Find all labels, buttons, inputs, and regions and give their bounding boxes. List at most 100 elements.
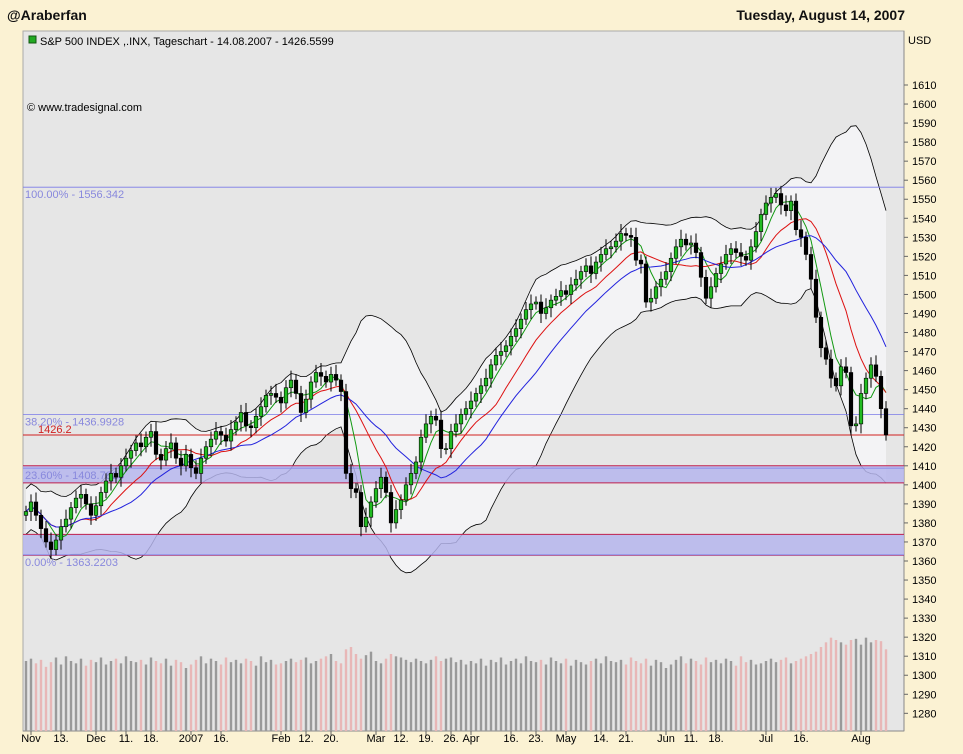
volume-bar (739, 656, 743, 731)
candle-body (568, 284, 574, 295)
volume-bar (579, 662, 583, 731)
y-tick-label: 1400 (912, 480, 936, 492)
volume-bar (514, 658, 518, 731)
candle-body (158, 454, 164, 461)
y-tick-label: 1520 (912, 251, 936, 263)
x-tick-label: 13. (53, 733, 68, 745)
volume-bar (394, 656, 398, 731)
candle-body (778, 193, 784, 206)
volume-bar (444, 658, 448, 731)
x-tick-label: Apr (462, 733, 479, 745)
candle-body (603, 248, 609, 255)
candle-body (333, 374, 339, 381)
volume-bar (729, 661, 733, 731)
candle-body (148, 431, 154, 438)
volume-bar (504, 664, 508, 731)
volume-bar (574, 659, 578, 731)
candle-body (658, 278, 664, 288)
candle-body (78, 494, 84, 499)
x-tick-label: 11. (684, 733, 698, 745)
candle-body (498, 351, 504, 356)
volume-bar (489, 659, 493, 731)
x-tick-label: 18. (143, 733, 158, 745)
candle-body (833, 377, 839, 387)
y-tick-label: 1300 (912, 670, 936, 682)
y-axis-panel (904, 31, 962, 731)
candle-body (288, 379, 294, 389)
fib-label: 38.20% - 1436.9928 (25, 416, 124, 428)
candle-body (878, 376, 884, 409)
volume-bar (229, 662, 233, 731)
volume-bar (179, 662, 183, 731)
candle-body (398, 499, 404, 510)
candle-body (63, 518, 69, 528)
candle-body (453, 423, 459, 432)
candle-body (108, 473, 114, 482)
x-tick-label: 18. (708, 733, 723, 745)
volume-bar (664, 668, 668, 731)
volume-bar (54, 657, 58, 731)
candle-body (858, 393, 864, 425)
candle-body (138, 442, 144, 448)
volume-bar (24, 661, 28, 731)
volume-bar (324, 656, 328, 731)
volume-bar (69, 661, 73, 731)
volume-bar (299, 659, 303, 731)
x-tick-label: 23. (528, 733, 543, 745)
candle-body (423, 423, 429, 438)
volume-bar (129, 661, 133, 731)
candle-body (348, 473, 354, 489)
volume-bar (279, 663, 283, 731)
candle-body (198, 457, 204, 474)
volume-bar (804, 656, 808, 731)
candle-body (183, 454, 189, 467)
volume-bar (799, 658, 803, 731)
volume-bar (674, 659, 678, 731)
candle-body (273, 393, 279, 398)
volume-bar (119, 663, 123, 731)
y-tick-label: 1420 (912, 442, 936, 454)
volume-bar (109, 661, 113, 731)
volume-bar (684, 663, 688, 731)
candle-body (473, 393, 479, 402)
candle-body (783, 204, 789, 211)
candle-body (578, 271, 584, 280)
volume-bar (359, 658, 363, 731)
x-tick-label: 12. (298, 733, 313, 745)
candle-body (623, 233, 629, 236)
candle-body (463, 408, 469, 415)
candle-body (848, 372, 854, 427)
volume-bar (209, 658, 213, 731)
candle-body (523, 309, 529, 320)
y-tick-label: 1480 (912, 328, 936, 340)
volume-bar (694, 661, 698, 731)
candle-body (688, 242, 694, 246)
support-zone (23, 465, 904, 483)
y-tick-label: 1550 (912, 194, 936, 206)
candle-body (703, 277, 709, 299)
candle-body (68, 507, 74, 520)
volume-bar (259, 656, 263, 731)
candle-body (733, 248, 739, 253)
volume-bar (744, 662, 748, 731)
volume-bar (349, 647, 353, 731)
fib-label: 100.00% - 1556.342 (25, 189, 124, 201)
candle-body (608, 246, 614, 250)
candle-body (823, 347, 829, 360)
x-axis-ticks: Nov 13. Dec 11. 18. 2007 16. Feb 12. 20. Mar 12. 19.… (21, 731, 871, 745)
candle-body (503, 345, 509, 352)
candle-body (563, 290, 569, 295)
volume-bar (404, 659, 408, 731)
volume-bar (294, 662, 298, 731)
bollinger-upper (25, 125, 887, 497)
x-tick-label: Aug (851, 733, 871, 745)
candle-body (723, 254, 729, 265)
volume-bar (154, 661, 158, 731)
candle-body (748, 246, 754, 261)
candle-body (618, 233, 624, 242)
x-tick-label: Nov (21, 733, 41, 745)
candle-body (583, 265, 589, 272)
volume-bar (599, 663, 603, 731)
candle-body (238, 412, 244, 423)
candle-body (678, 238, 684, 248)
